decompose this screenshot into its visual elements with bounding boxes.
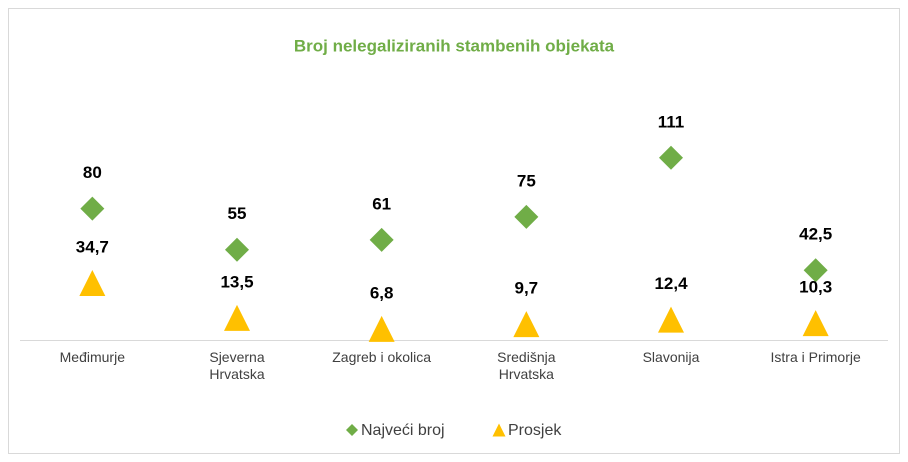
data-label: 61 <box>372 194 391 213</box>
data-point <box>802 310 829 337</box>
legend-marker <box>346 424 358 436</box>
chart-title: Broj nelegaliziranih stambenih objekata <box>294 36 615 55</box>
x-tick-label: Međimurje <box>59 349 125 365</box>
data-label: 34,7 <box>76 238 109 257</box>
legend-label: Prosjek <box>508 422 562 439</box>
data-point <box>658 306 684 333</box>
data-label: 9,7 <box>515 279 539 298</box>
data-point <box>513 311 540 338</box>
x-tick-label: Središnja Hrvatska <box>497 349 556 382</box>
data-label: 12,4 <box>654 274 688 293</box>
x-tick-label: Slavonija <box>642 349 700 365</box>
data-label: 55 <box>228 204 247 223</box>
data-label: 6,8 <box>370 283 394 302</box>
data-point <box>514 204 539 229</box>
data-point <box>225 237 249 262</box>
data-label: 80 <box>83 163 102 182</box>
x-tick-label: Istra i Primorje <box>770 349 861 365</box>
data-point <box>79 270 106 297</box>
data-label: 10,3 <box>799 278 832 297</box>
data-label: 13,5 <box>220 272 253 291</box>
data-point <box>80 196 105 221</box>
data-label: 42,5 <box>799 225 832 244</box>
data-label: 75 <box>517 171 536 190</box>
data-point <box>224 304 250 331</box>
data-point <box>369 227 394 252</box>
chart-border <box>8 8 900 454</box>
data-point <box>368 315 395 342</box>
data-label: 111 <box>658 112 685 131</box>
data-point <box>803 258 828 283</box>
legend-label: Najveći broj <box>361 422 445 439</box>
data-point <box>659 145 683 170</box>
x-tick-label: Zagreb i okolica <box>332 349 432 365</box>
x-tick-label: Sjeverna Hrvatska <box>209 349 265 382</box>
legend-marker <box>492 423 506 437</box>
